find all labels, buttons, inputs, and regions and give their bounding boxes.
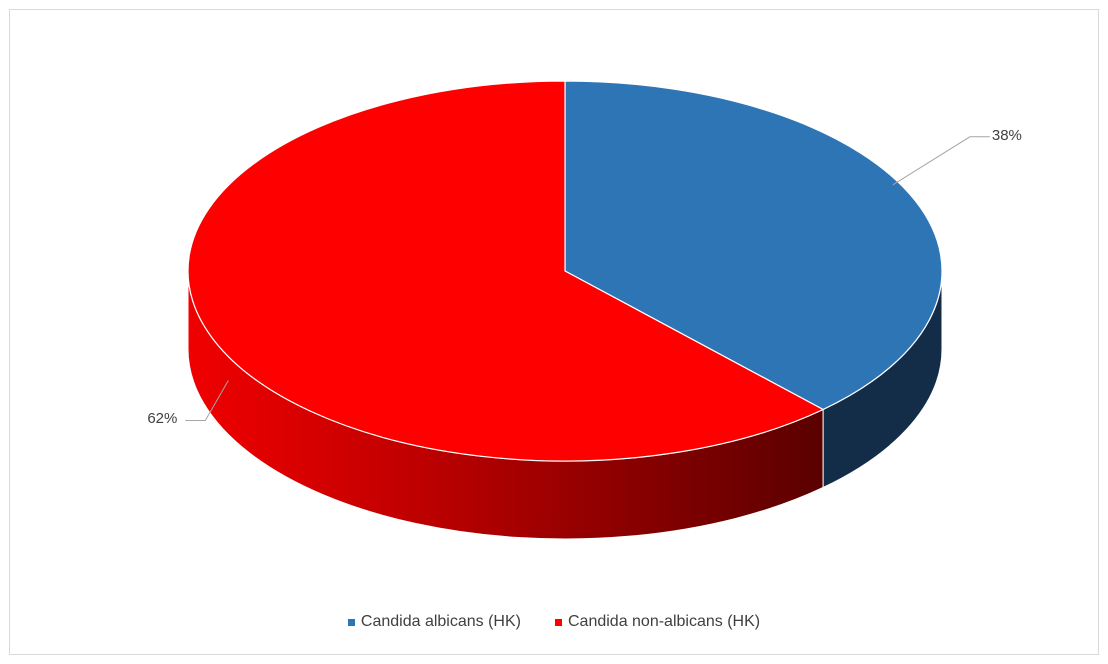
pie-tops [187,80,943,462]
pie-slice-albicans [564,80,943,411]
pie-slice-non-albicans [187,80,825,462]
leader-line-non-albicans [185,380,229,421]
legend-label-albicans: Candida albicans (HK) [360,613,521,630]
leader-lines [185,136,990,421]
legend-label-non-albicans: Candida non-albicans (HK) [567,613,761,630]
legend-swatch-albicans [347,618,355,626]
legend-swatch-non-albicans [554,618,562,626]
legend-item-non-albicans: Candida non-albicans (HK) [554,613,761,631]
legend: Candida albicans (HK) Candida non-albica… [0,613,1108,631]
data-label-albicans: 38% [991,126,1022,144]
legend-item-albicans: Candida albicans (HK) [347,613,521,631]
data-label-non-albicans: 62% [147,410,178,428]
leader-line-albicans [892,136,990,186]
